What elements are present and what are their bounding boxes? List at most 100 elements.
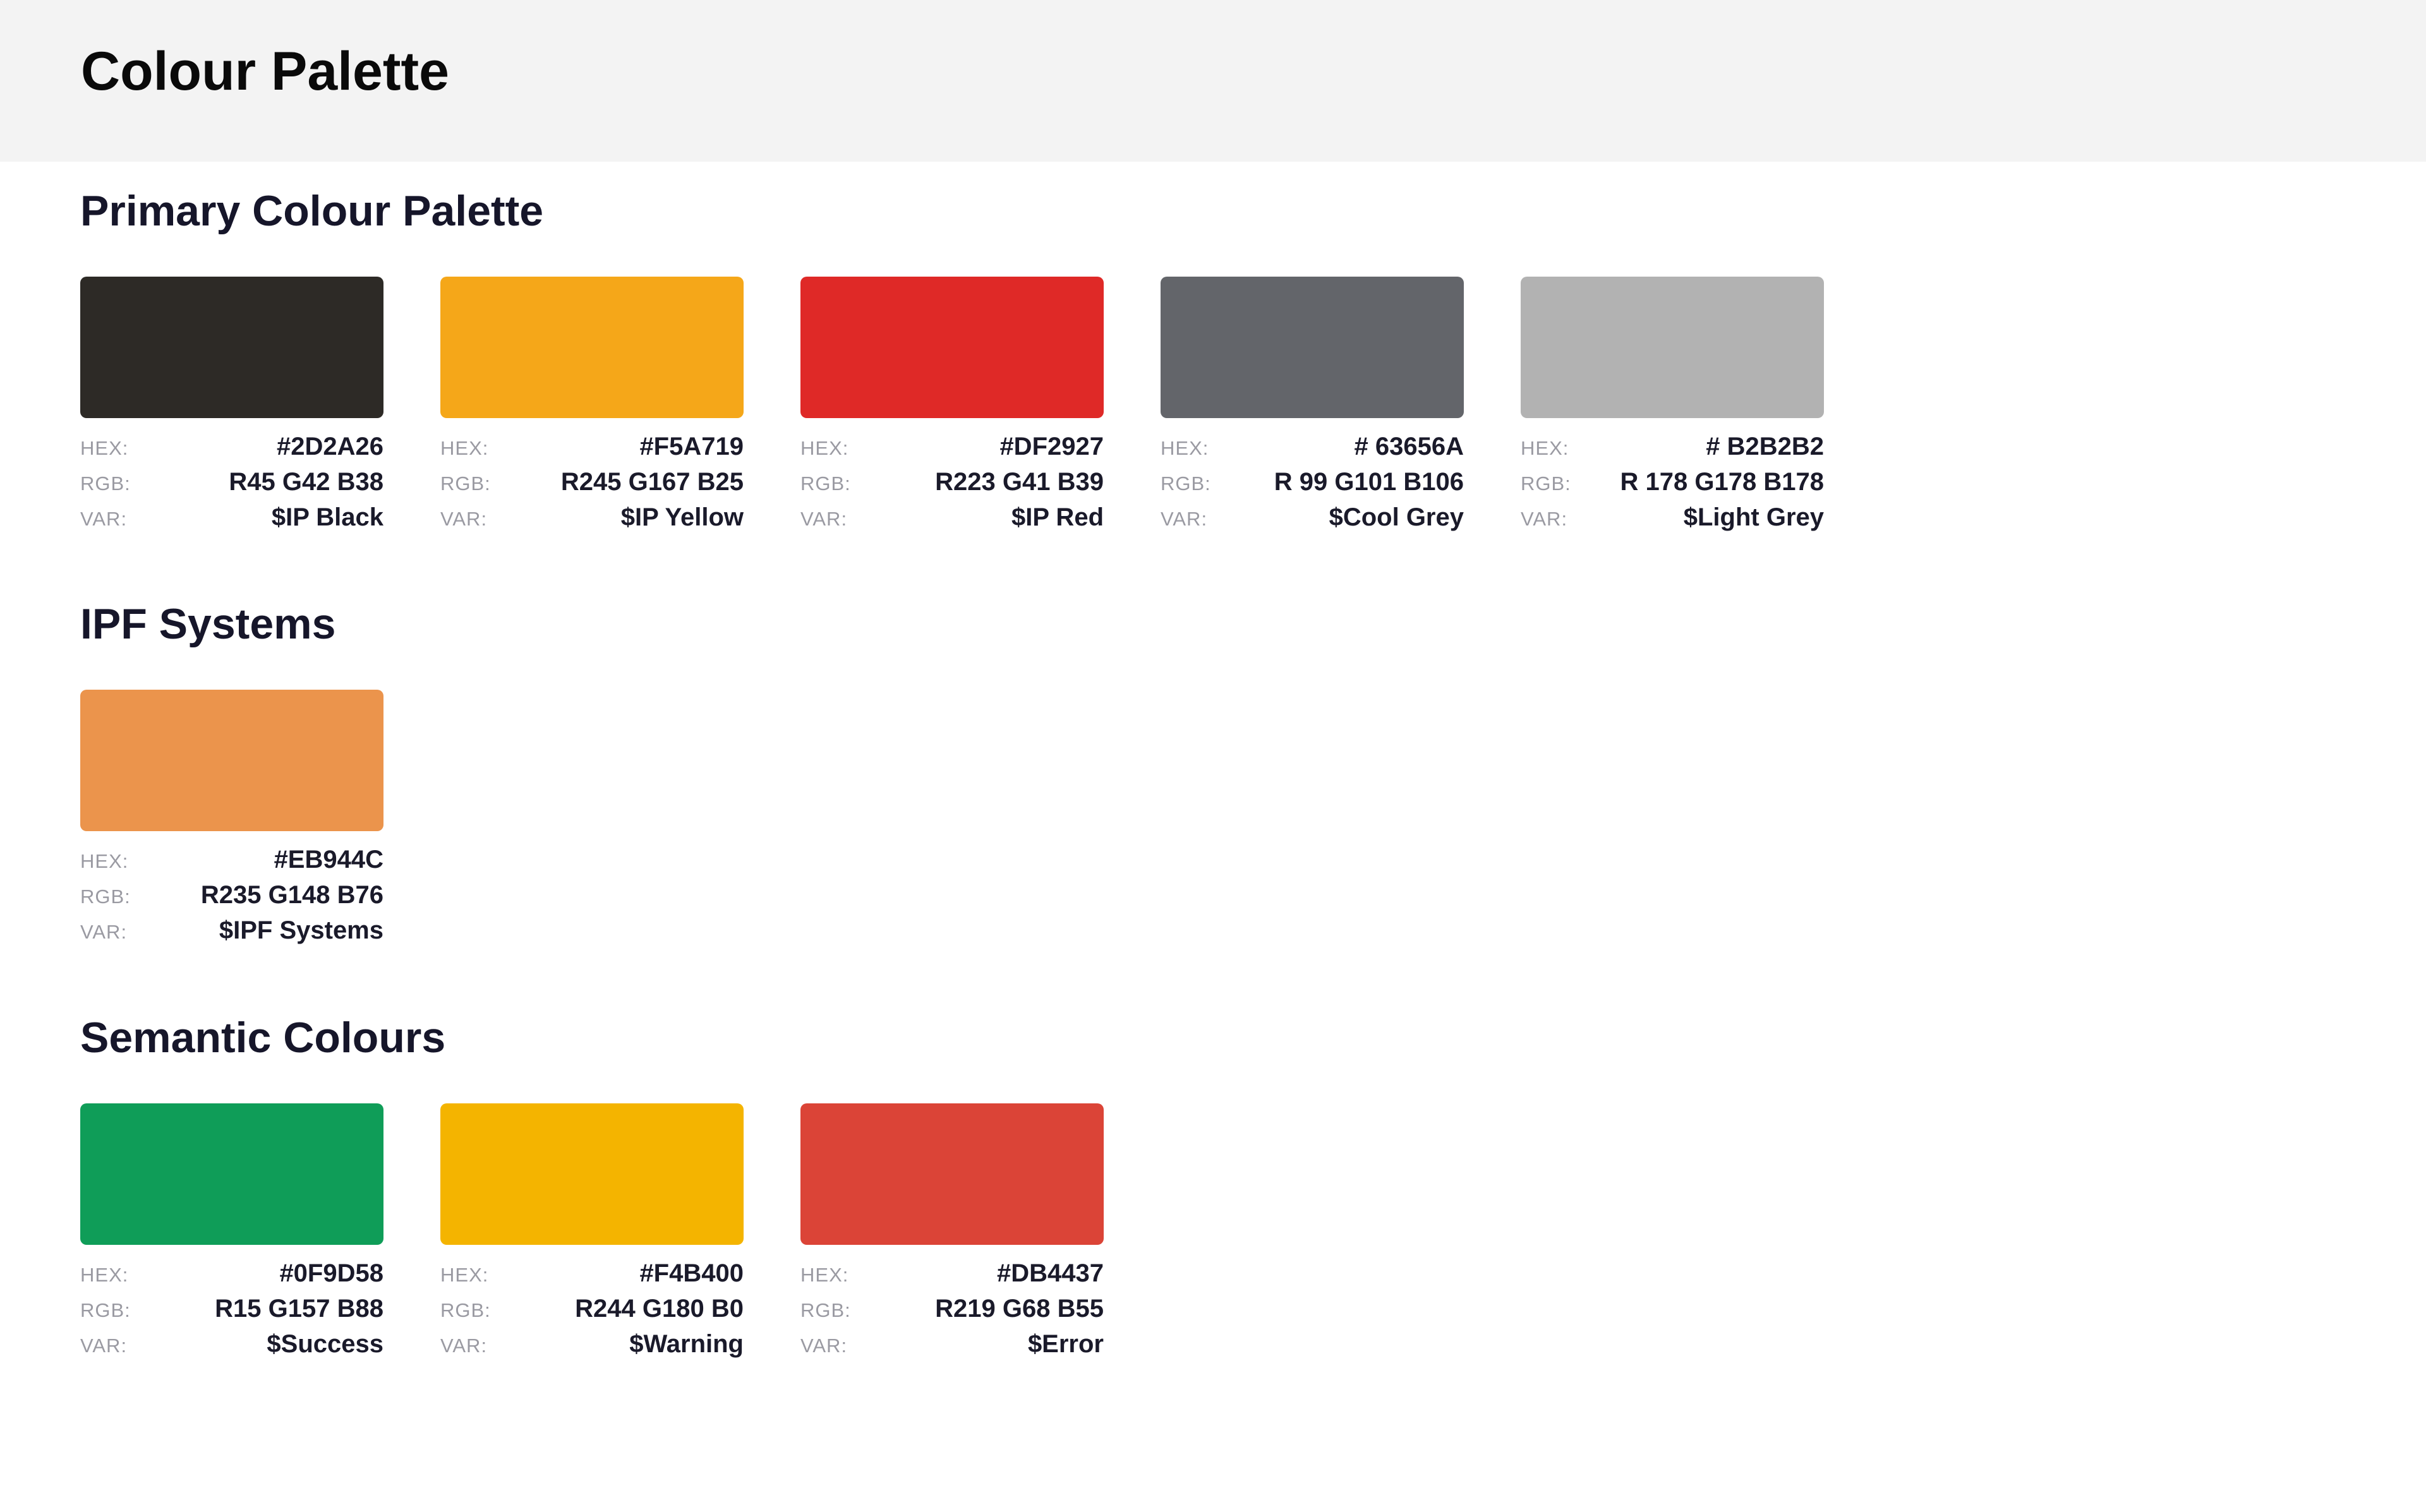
colour-card: HEX: #0F9D58 RGB: R15 G157 B88 VAR: $Success bbox=[80, 1103, 383, 1365]
rgb-value: R 99 G101 B106 bbox=[1274, 468, 1464, 496]
colour-card: HEX: #EB944C RGB: R235 G148 B76 VAR: $IPF Sys… bbox=[80, 690, 383, 952]
hex-value: #2D2A26 bbox=[276, 433, 383, 460]
colour-info: HEX: #DB4437 RGB: R219 G68 B55 VAR: $Error bbox=[800, 1259, 1104, 1365]
rgb-row: RGB: R245 G167 B25 bbox=[440, 468, 744, 503]
var-value: $Light Grey bbox=[1683, 503, 1824, 531]
swatch-row: HEX: #EB944C RGB: R235 G148 B76 VAR: $IPF Sys… bbox=[80, 690, 383, 952]
var-value: $IPF Systems bbox=[219, 916, 383, 944]
rgb-row: RGB: R219 G68 B55 bbox=[800, 1295, 1104, 1330]
rgb-value: R 178 G178 B178 bbox=[1620, 468, 1824, 496]
var-label: VAR: bbox=[1161, 508, 1208, 530]
colour-swatch bbox=[1161, 277, 1464, 418]
rgb-label: RGB: bbox=[440, 1299, 491, 1321]
colour-info: HEX: #F4B400 RGB: R244 G180 B0 VAR: $Warning bbox=[440, 1259, 744, 1365]
hex-row: HEX: #DF2927 bbox=[800, 433, 1104, 468]
hex-row: HEX: # 63656A bbox=[1161, 433, 1464, 468]
var-label: VAR: bbox=[440, 508, 488, 530]
var-value: $Cool Grey bbox=[1329, 503, 1464, 531]
var-row: VAR: $IP Yellow bbox=[440, 503, 744, 539]
colour-card: HEX: #F4B400 RGB: R244 G180 B0 VAR: $Warning bbox=[440, 1103, 744, 1365]
hex-row: HEX: #0F9D58 bbox=[80, 1259, 383, 1295]
var-label: VAR: bbox=[80, 508, 128, 530]
var-row: VAR: $IP Black bbox=[80, 503, 383, 539]
hex-value: #DB4437 bbox=[996, 1259, 1104, 1287]
hex-label: HEX: bbox=[1161, 437, 1209, 459]
var-value: $Warning bbox=[629, 1330, 744, 1358]
colour-card: HEX: #F5A719 RGB: R245 G167 B25 VAR: $IP Yell… bbox=[440, 277, 744, 539]
hex-label: HEX: bbox=[440, 1264, 489, 1286]
rgb-value: R45 G42 B38 bbox=[229, 468, 383, 496]
rgb-value: R223 G41 B39 bbox=[935, 468, 1104, 496]
colour-swatch bbox=[800, 277, 1104, 418]
rgb-value: R15 G157 B88 bbox=[215, 1295, 383, 1323]
var-value: $IP Yellow bbox=[620, 503, 744, 531]
colour-swatch bbox=[80, 1103, 383, 1245]
colour-card: HEX: #DF2927 RGB: R223 G41 B39 VAR: $IP Red bbox=[800, 277, 1104, 539]
rgb-row: RGB: R45 G42 B38 bbox=[80, 468, 383, 503]
hex-value: #F5A719 bbox=[639, 433, 744, 460]
rgb-label: RGB: bbox=[80, 472, 131, 495]
hex-value: #F4B400 bbox=[639, 1259, 744, 1287]
hex-label: HEX: bbox=[1521, 437, 1569, 459]
var-row: VAR: $Success bbox=[80, 1330, 383, 1365]
section-title: Semantic Colours bbox=[80, 1014, 446, 1062]
var-label: VAR: bbox=[80, 1335, 128, 1357]
var-label: VAR: bbox=[800, 508, 848, 530]
rgb-label: RGB: bbox=[440, 472, 491, 495]
section-title: Primary Colour Palette bbox=[80, 187, 544, 235]
hex-label: HEX: bbox=[800, 1264, 849, 1286]
hex-value: # 63656A bbox=[1354, 433, 1464, 460]
var-row: VAR: $Error bbox=[800, 1330, 1104, 1365]
hex-label: HEX: bbox=[80, 850, 129, 872]
rgb-label: RGB: bbox=[1521, 472, 1571, 495]
hex-label: HEX: bbox=[80, 1264, 129, 1286]
hex-value: #0F9D58 bbox=[279, 1259, 383, 1287]
var-label: VAR: bbox=[1521, 508, 1568, 530]
rgb-value: R244 G180 B0 bbox=[575, 1295, 744, 1323]
var-value: $Success bbox=[267, 1330, 383, 1358]
page-title: Colour Palette bbox=[81, 41, 449, 102]
rgb-label: RGB: bbox=[80, 885, 131, 908]
colour-card: HEX: #2D2A26 RGB: R45 G42 B38 VAR: $IP Black bbox=[80, 277, 383, 539]
var-value: $IP Black bbox=[271, 503, 383, 531]
rgb-row: RGB: R223 G41 B39 bbox=[800, 468, 1104, 503]
colour-swatch bbox=[440, 277, 744, 418]
var-row: VAR: $Warning bbox=[440, 1330, 744, 1365]
var-label: VAR: bbox=[800, 1335, 848, 1357]
var-label: VAR: bbox=[440, 1335, 488, 1357]
section-title: IPF Systems bbox=[80, 600, 336, 648]
rgb-row: RGB: R 178 G178 B178 bbox=[1521, 468, 1824, 503]
rgb-row: RGB: R 99 G101 B106 bbox=[1161, 468, 1464, 503]
hex-row: HEX: #2D2A26 bbox=[80, 433, 383, 468]
hex-row: HEX: #F5A719 bbox=[440, 433, 744, 468]
var-row: VAR: $IP Red bbox=[800, 503, 1104, 539]
colour-info: HEX: #EB944C RGB: R235 G148 B76 VAR: $IPF Sys… bbox=[80, 846, 383, 952]
hex-row: HEX: #EB944C bbox=[80, 846, 383, 881]
colour-swatch bbox=[80, 690, 383, 831]
colour-info: HEX: #0F9D58 RGB: R15 G157 B88 VAR: $Success bbox=[80, 1259, 383, 1365]
rgb-row: RGB: R235 G148 B76 bbox=[80, 881, 383, 916]
hex-label: HEX: bbox=[80, 437, 129, 459]
colour-info: HEX: #F5A719 RGB: R245 G167 B25 VAR: $IP Yell… bbox=[440, 433, 744, 539]
rgb-value: R245 G167 B25 bbox=[560, 468, 744, 496]
var-label: VAR: bbox=[80, 921, 128, 943]
hex-row: HEX: # B2B2B2 bbox=[1521, 433, 1824, 468]
colour-info: HEX: # 63656A RGB: R 99 G101 B106 VAR: $Cool … bbox=[1161, 433, 1464, 539]
hex-row: HEX: #DB4437 bbox=[800, 1259, 1104, 1295]
rgb-label: RGB: bbox=[800, 1299, 851, 1321]
rgb-value: R219 G68 B55 bbox=[935, 1295, 1104, 1323]
hex-value: #EB944C bbox=[274, 846, 383, 873]
var-row: VAR: $IPF Systems bbox=[80, 916, 383, 952]
hex-value: # B2B2B2 bbox=[1706, 433, 1824, 460]
rgb-label: RGB: bbox=[1161, 472, 1211, 495]
rgb-row: RGB: R15 G157 B88 bbox=[80, 1295, 383, 1330]
colour-swatch bbox=[800, 1103, 1104, 1245]
swatch-row: HEX: #2D2A26 RGB: R45 G42 B38 VAR: $IP Black H… bbox=[80, 277, 1824, 539]
var-row: VAR: $Cool Grey bbox=[1161, 503, 1464, 539]
colour-card: HEX: # B2B2B2 RGB: R 178 G178 B178 VAR: $Ligh… bbox=[1521, 277, 1824, 539]
rgb-label: RGB: bbox=[800, 472, 851, 495]
rgb-row: RGB: R244 G180 B0 bbox=[440, 1295, 744, 1330]
semantic-colours-section: Semantic Colours HEX: #0F9D58 RGB: R15 G157… bbox=[80, 1016, 1104, 1365]
colour-info: HEX: #2D2A26 RGB: R45 G42 B38 VAR: $IP Black bbox=[80, 433, 383, 539]
hex-label: HEX: bbox=[800, 437, 849, 459]
